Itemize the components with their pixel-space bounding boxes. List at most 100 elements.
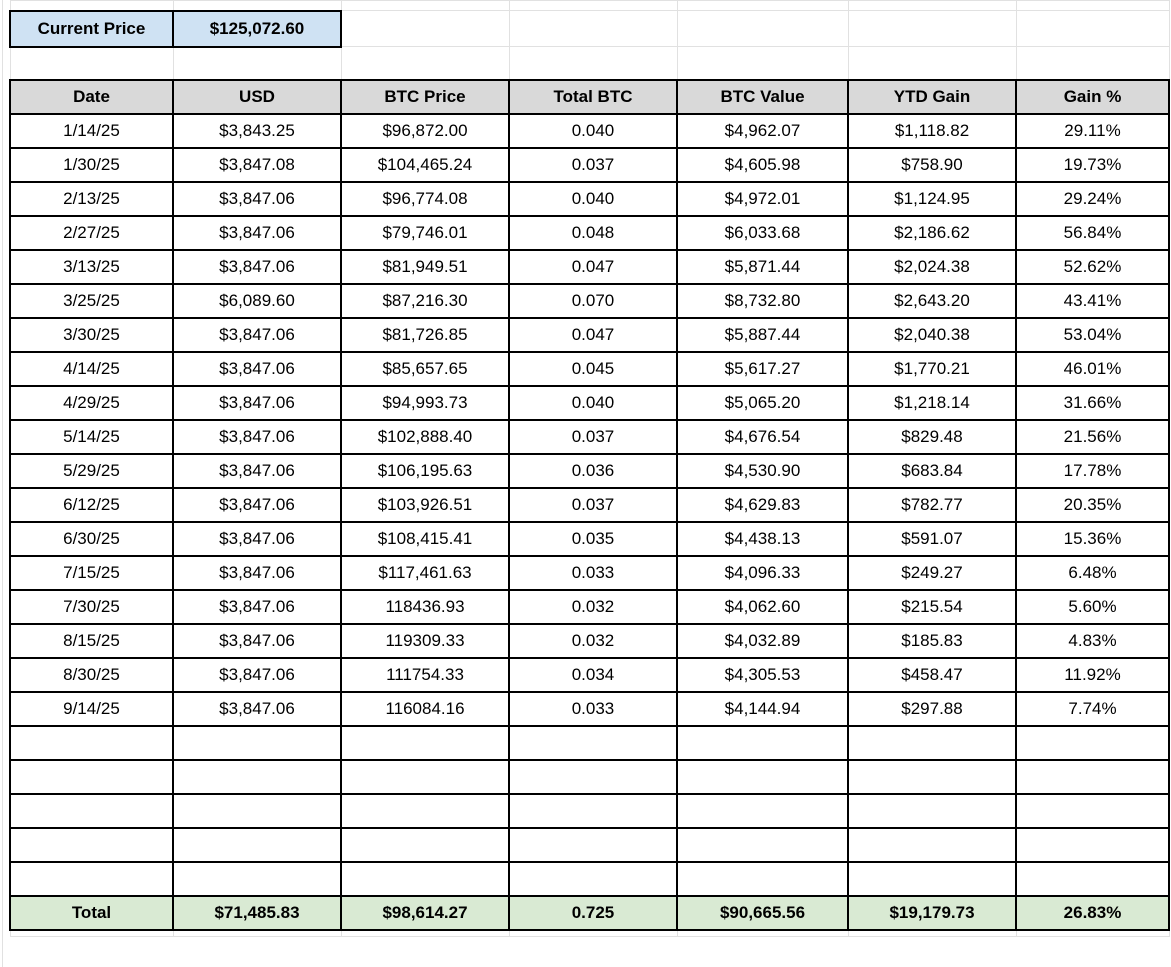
empty-cell[interactable] bbox=[172, 792, 342, 829]
cell-usd[interactable]: $3,847.06 bbox=[172, 690, 342, 727]
cell-usd[interactable]: $3,847.06 bbox=[172, 656, 342, 693]
cell-btc-price[interactable]: $108,415.41 bbox=[340, 520, 510, 557]
cell-btc-price[interactable]: $117,461.63 bbox=[340, 554, 510, 591]
cell-btc-value[interactable]: $6,033.68 bbox=[676, 214, 849, 251]
cell-usd[interactable]: $3,847.06 bbox=[172, 214, 342, 251]
cell-gain-percent[interactable]: 29.24% bbox=[1015, 180, 1170, 217]
cell-gain-percent[interactable]: 21.56% bbox=[1015, 418, 1170, 455]
cell-date[interactable]: 7/15/25 bbox=[9, 554, 174, 591]
cell-total-btc[interactable]: 0.033 bbox=[508, 554, 678, 591]
cell-btc-price[interactable]: $79,746.01 bbox=[340, 214, 510, 251]
cell-btc-value[interactable]: $4,629.83 bbox=[676, 486, 849, 523]
cell-btc-price[interactable]: $96,872.00 bbox=[340, 112, 510, 149]
total-cell-date[interactable]: Total bbox=[9, 894, 174, 931]
cell-total-btc[interactable]: 0.037 bbox=[508, 418, 678, 455]
cell-total-btc[interactable]: 0.047 bbox=[508, 248, 678, 285]
cell-gain-percent[interactable]: 5.60% bbox=[1015, 588, 1170, 625]
total-cell-total-btc[interactable]: 0.725 bbox=[508, 894, 678, 931]
current-price-value-cell[interactable]: $125,072.60 bbox=[172, 9, 342, 48]
cell-total-btc[interactable]: 0.047 bbox=[508, 316, 678, 353]
cell-btc-price[interactable]: $102,888.40 bbox=[340, 418, 510, 455]
cell-btc-price[interactable]: $81,949.51 bbox=[340, 248, 510, 285]
total-cell-usd[interactable]: $71,485.83 bbox=[172, 894, 342, 931]
cell-btc-price[interactable]: $87,216.30 bbox=[340, 282, 510, 319]
header-cell-gain-percent[interactable]: Gain % bbox=[1015, 78, 1170, 115]
cell-date[interactable]: 9/14/25 bbox=[9, 690, 174, 727]
empty-cell[interactable] bbox=[676, 758, 849, 795]
cell-btc-price[interactable]: 116084.16 bbox=[340, 690, 510, 727]
cell-ytd-gain[interactable]: $1,118.82 bbox=[847, 112, 1017, 149]
cell-date[interactable]: 1/14/25 bbox=[9, 112, 174, 149]
cell-total-btc[interactable]: 0.040 bbox=[508, 112, 678, 149]
empty-cell[interactable] bbox=[508, 724, 678, 761]
cell-btc-value[interactable]: $5,065.20 bbox=[676, 384, 849, 421]
header-cell-usd[interactable]: USD bbox=[172, 78, 342, 115]
cell-total-btc[interactable]: 0.045 bbox=[508, 350, 678, 387]
cell-btc-value[interactable]: $4,096.33 bbox=[676, 554, 849, 591]
cell-ytd-gain[interactable]: $2,186.62 bbox=[847, 214, 1017, 251]
header-cell-date[interactable]: Date bbox=[9, 78, 174, 115]
cell-ytd-gain[interactable]: $782.77 bbox=[847, 486, 1017, 523]
cell-date[interactable]: 5/14/25 bbox=[9, 418, 174, 455]
empty-cell[interactable] bbox=[9, 792, 174, 829]
cell-gain-percent[interactable]: 6.48% bbox=[1015, 554, 1170, 591]
empty-cell[interactable] bbox=[847, 860, 1017, 897]
cell-ytd-gain[interactable]: $249.27 bbox=[847, 554, 1017, 591]
cell-gain-percent[interactable]: 31.66% bbox=[1015, 384, 1170, 421]
empty-cell[interactable] bbox=[340, 758, 510, 795]
cell-gain-percent[interactable]: 7.74% bbox=[1015, 690, 1170, 727]
cell-ytd-gain[interactable]: $2,040.38 bbox=[847, 316, 1017, 353]
total-cell-gain-percent[interactable]: 26.83% bbox=[1015, 894, 1170, 931]
empty-cell[interactable] bbox=[9, 758, 174, 795]
cell-btc-price[interactable]: $94,993.73 bbox=[340, 384, 510, 421]
cell-total-btc[interactable]: 0.036 bbox=[508, 452, 678, 489]
cell-usd[interactable]: $3,847.06 bbox=[172, 554, 342, 591]
cell-usd[interactable]: $3,847.06 bbox=[172, 588, 342, 625]
empty-cell[interactable] bbox=[1015, 758, 1170, 795]
cell-date[interactable]: 7/30/25 bbox=[9, 588, 174, 625]
cell-btc-value[interactable]: $4,605.98 bbox=[676, 146, 849, 183]
cell-date[interactable]: 8/30/25 bbox=[9, 656, 174, 693]
cell-btc-price[interactable]: $103,926.51 bbox=[340, 486, 510, 523]
cell-btc-price[interactable]: $85,657.65 bbox=[340, 350, 510, 387]
cell-date[interactable]: 2/27/25 bbox=[9, 214, 174, 251]
cell-btc-value[interactable]: $4,305.53 bbox=[676, 656, 849, 693]
cell-total-btc[interactable]: 0.033 bbox=[508, 690, 678, 727]
cell-ytd-gain[interactable]: $758.90 bbox=[847, 146, 1017, 183]
total-cell-btc-value[interactable]: $90,665.56 bbox=[676, 894, 849, 931]
cell-btc-price[interactable]: 111754.33 bbox=[340, 656, 510, 693]
empty-cell[interactable] bbox=[508, 792, 678, 829]
cell-gain-percent[interactable]: 19.73% bbox=[1015, 146, 1170, 183]
empty-cell[interactable] bbox=[9, 724, 174, 761]
cell-usd[interactable]: $3,847.06 bbox=[172, 316, 342, 353]
cell-gain-percent[interactable]: 20.35% bbox=[1015, 486, 1170, 523]
cell-ytd-gain[interactable]: $1,124.95 bbox=[847, 180, 1017, 217]
cell-total-btc[interactable]: 0.048 bbox=[508, 214, 678, 251]
cell-btc-value[interactable]: $4,962.07 bbox=[676, 112, 849, 149]
empty-cell[interactable] bbox=[340, 792, 510, 829]
cell-usd[interactable]: $3,847.06 bbox=[172, 418, 342, 455]
cell-date[interactable]: 4/14/25 bbox=[9, 350, 174, 387]
cell-ytd-gain[interactable]: $591.07 bbox=[847, 520, 1017, 557]
cell-btc-value[interactable]: $4,438.13 bbox=[676, 520, 849, 557]
cell-gain-percent[interactable]: 17.78% bbox=[1015, 452, 1170, 489]
cell-btc-value[interactable]: $4,062.60 bbox=[676, 588, 849, 625]
empty-cell[interactable] bbox=[340, 724, 510, 761]
cell-gain-percent[interactable]: 15.36% bbox=[1015, 520, 1170, 557]
cell-btc-value[interactable]: $5,617.27 bbox=[676, 350, 849, 387]
empty-cell[interactable] bbox=[172, 860, 342, 897]
cell-date[interactable]: 8/15/25 bbox=[9, 622, 174, 659]
header-cell-btc-value[interactable]: BTC Value bbox=[676, 78, 849, 115]
cell-gain-percent[interactable]: 46.01% bbox=[1015, 350, 1170, 387]
empty-cell[interactable] bbox=[1015, 724, 1170, 761]
empty-cell[interactable] bbox=[172, 758, 342, 795]
cell-usd[interactable]: $3,847.06 bbox=[172, 248, 342, 285]
cell-date[interactable]: 5/29/25 bbox=[9, 452, 174, 489]
empty-cell[interactable] bbox=[9, 826, 174, 863]
cell-btc-value[interactable]: $5,871.44 bbox=[676, 248, 849, 285]
cell-btc-price[interactable]: $106,195.63 bbox=[340, 452, 510, 489]
cell-usd[interactable]: $3,847.06 bbox=[172, 180, 342, 217]
cell-ytd-gain[interactable]: $683.84 bbox=[847, 452, 1017, 489]
current-price-label-cell[interactable]: Current Price bbox=[9, 9, 174, 48]
cell-ytd-gain[interactable]: $2,024.38 bbox=[847, 248, 1017, 285]
